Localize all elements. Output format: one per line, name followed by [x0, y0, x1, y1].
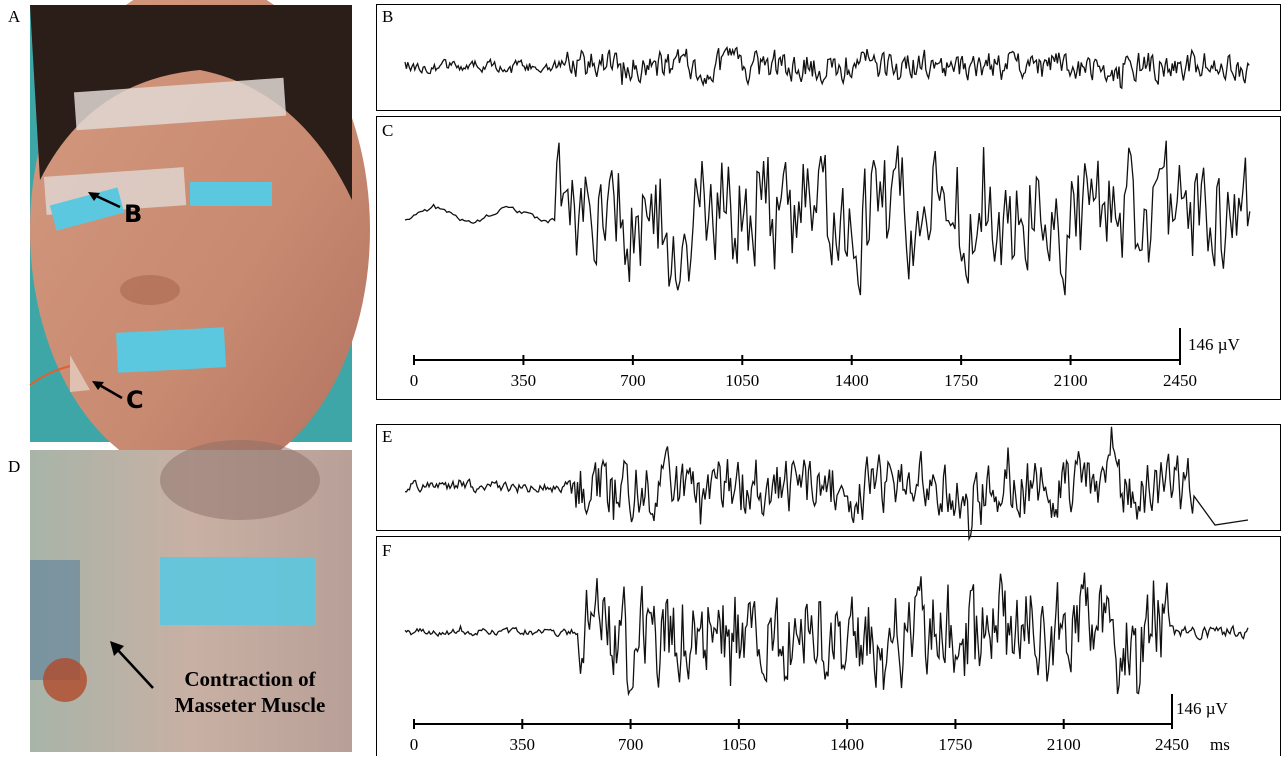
- marker-label: B: [124, 200, 142, 228]
- scale-bar-label: 146 µV: [1188, 335, 1241, 354]
- tick-label: 2450: [1155, 735, 1189, 754]
- tick-label: 2100: [1054, 371, 1088, 390]
- panel-label: A: [8, 7, 21, 26]
- tick-label: 2450: [1163, 371, 1197, 390]
- panel-frame: [377, 117, 1281, 400]
- annotation: Masseter Muscle: [175, 693, 326, 717]
- photo-a: [30, 0, 370, 480]
- emg-trace: [405, 48, 1249, 89]
- emg-trace: [405, 573, 1248, 695]
- tick-label: 1400: [830, 735, 864, 754]
- marker-label: C: [126, 386, 144, 414]
- axis-unit: ms: [1210, 735, 1230, 754]
- figure: A B C D Contraction of Masseter Muscle B…: [0, 0, 1282, 756]
- scale-bar-label: 146 µV: [1176, 699, 1229, 718]
- emg-trace: [405, 427, 1248, 539]
- panel-label: E: [382, 427, 392, 446]
- tick-label: 350: [511, 371, 537, 390]
- tick-label: 2100: [1047, 735, 1081, 754]
- panel-label: C: [382, 121, 393, 140]
- emg-trace: [405, 141, 1250, 296]
- panel-label: D: [8, 457, 20, 476]
- tick-label: 1750: [938, 735, 972, 754]
- annotation: Contraction of: [184, 667, 316, 691]
- panel-label: B: [382, 7, 393, 26]
- tick-label: 1750: [944, 371, 978, 390]
- panel-label: F: [382, 541, 391, 560]
- tick-label: 0: [410, 735, 419, 754]
- tick-label: 700: [620, 371, 646, 390]
- tick-label: 700: [618, 735, 644, 754]
- tick-label: 0: [410, 371, 419, 390]
- tick-label: 1050: [722, 735, 756, 754]
- tick-label: 1050: [725, 371, 759, 390]
- tick-label: 350: [510, 735, 536, 754]
- tick-label: 1400: [835, 371, 869, 390]
